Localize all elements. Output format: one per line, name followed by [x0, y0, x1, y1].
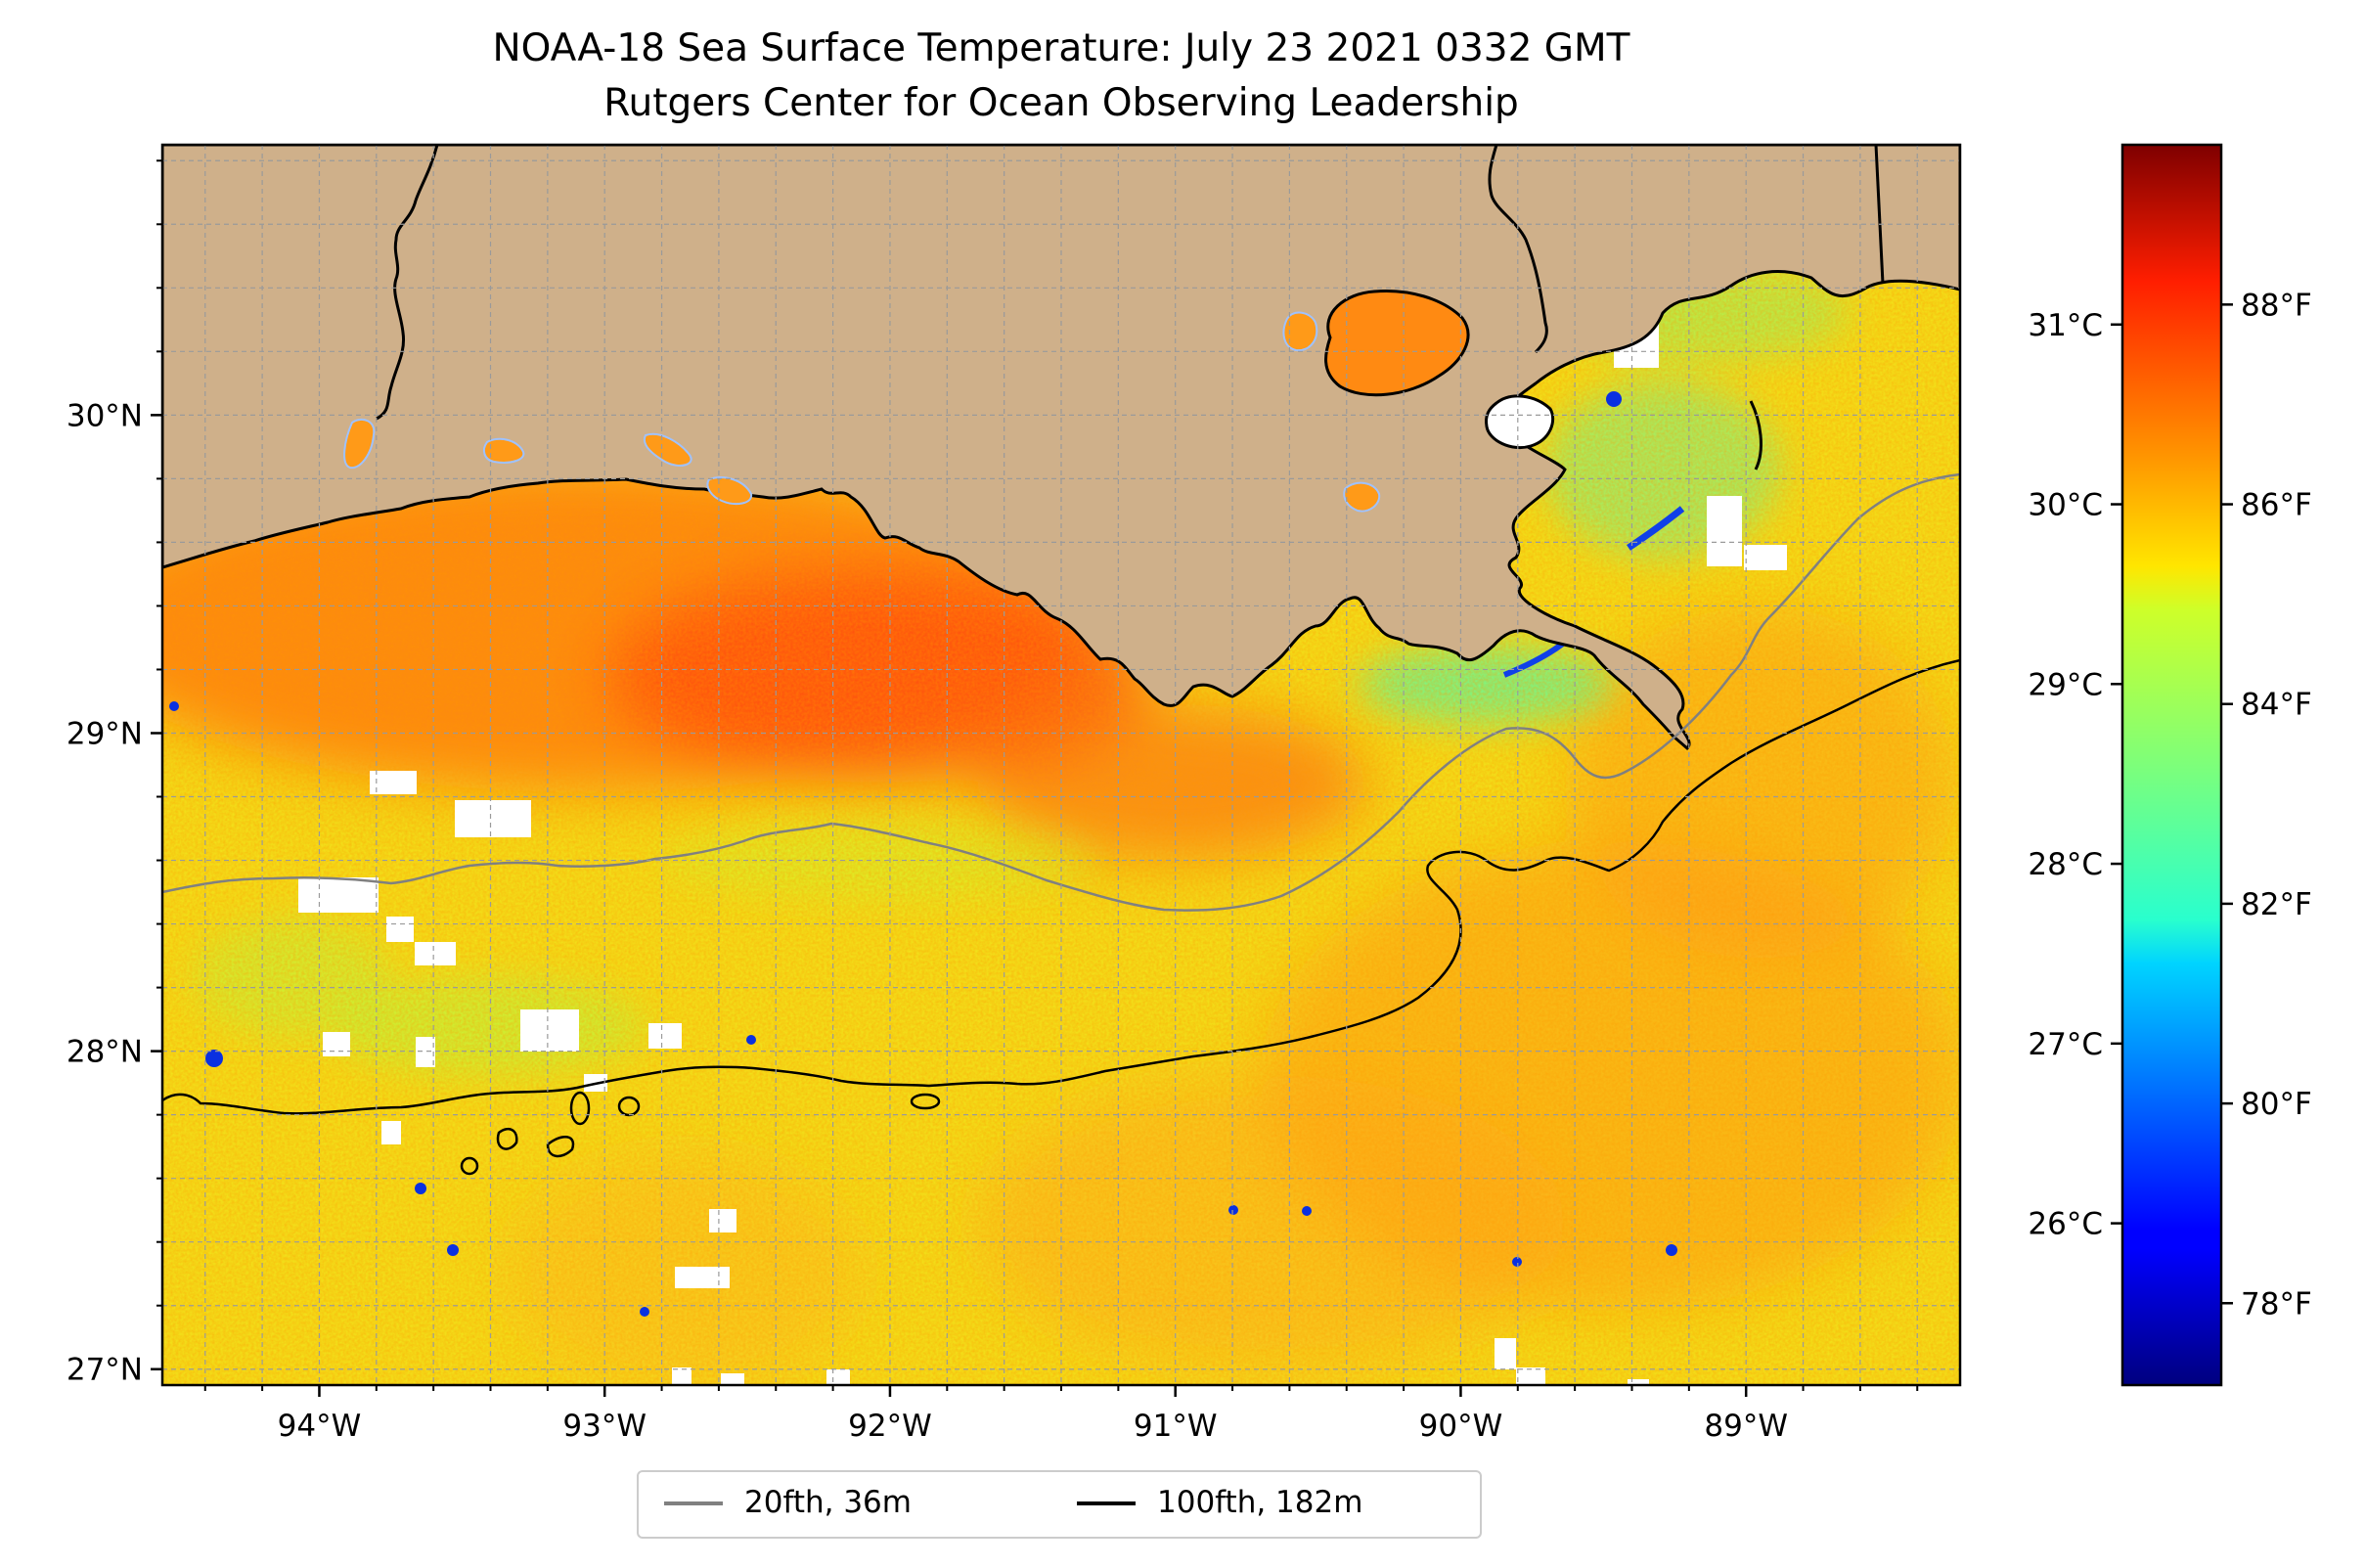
lon-tick-label: 90°W: [1419, 1409, 1503, 1444]
celsius-tick-label: 30°C: [2028, 488, 2103, 523]
lake: [343, 418, 376, 470]
fahrenheit-tick-label: 88°F: [2241, 288, 2312, 323]
state-boundary: [1488, 145, 1548, 354]
map-gridlines: [162, 145, 1960, 1385]
celsius-tick-label: 26°C: [2028, 1207, 2103, 1242]
lat-tick-label: 29°N: [67, 716, 143, 751]
lat-tick-label: 27°N: [67, 1353, 143, 1388]
chart-title: NOAA-18 Sea Surface Temperature: July 23…: [492, 26, 1630, 70]
lake: [643, 432, 692, 467]
lake: [1485, 394, 1555, 449]
legend-swatch-20fth: [664, 1501, 723, 1505]
lat-tick-label: 30°N: [67, 398, 143, 433]
longitude-axis: 94°W 93°W 92°W 91°W 90°W 89°W: [203, 1385, 1919, 1444]
celsius-tick-label: 28°C: [2028, 847, 2103, 882]
legend-item-100fth: 100fth, 182m: [1077, 1488, 1362, 1518]
state-boundary: [376, 145, 439, 421]
lon-tick-label: 94°W: [278, 1409, 362, 1444]
no-data-patches: [298, 323, 1787, 1385]
isobath-20fth: [162, 472, 1960, 912]
colorbar-celsius-axis: 26°C 27°C 28°C 29°C 30°C 31°C: [2028, 308, 2122, 1242]
lake: [1324, 289, 1470, 397]
fahrenheit-tick-label: 86°F: [2241, 488, 2312, 523]
lon-tick-label: 91°W: [1134, 1409, 1218, 1444]
shoreline-segment: [1749, 400, 1763, 470]
lon-tick-label: 92°W: [848, 1409, 932, 1444]
celsius-tick-label: 29°C: [2028, 667, 2103, 702]
fahrenheit-tick-label: 82°F: [2241, 887, 2312, 922]
colorbar: 26°C 27°C 28°C 29°C 30°C 31°C 78°F 80°F 82°F 84°…: [2028, 143, 2312, 1387]
chart-subtitle: Rutgers Center for Ocean Observing Leade…: [603, 81, 1519, 125]
legend: 20fth, 36m 100fth, 182m: [637, 1470, 1482, 1539]
lat-tick-label: 28°N: [67, 1035, 143, 1070]
fahrenheit-tick-label: 78°F: [2241, 1286, 2312, 1322]
isobath-100fth: [162, 658, 1960, 1115]
colorbar-frame: [2120, 143, 2223, 1387]
legend-swatch-100fth: [1077, 1501, 1136, 1505]
lake: [1343, 481, 1381, 513]
sst-map: [162, 145, 1960, 1385]
latitude-axis: 30°N 29°N 28°N 27°N: [67, 159, 162, 1388]
lake: [1282, 311, 1318, 352]
lake: [482, 437, 525, 464]
colorbar-gradient: [2122, 145, 2221, 1385]
lon-tick-label: 93°W: [562, 1409, 647, 1444]
fahrenheit-tick-label: 80°F: [2241, 1087, 2312, 1122]
fahrenheit-tick-label: 84°F: [2241, 688, 2312, 723]
state-boundary: [1874, 145, 1885, 285]
legend-label: 20fth, 36m: [744, 1485, 912, 1520]
legend-item-20fth: 20fth, 36m: [664, 1488, 912, 1518]
lon-tick-label: 89°W: [1704, 1409, 1788, 1444]
colorbar-fahrenheit-axis: 78°F 80°F 82°F 84°F 86°F 88°F: [2221, 288, 2312, 1322]
celsius-tick-label: 31°C: [2028, 308, 2103, 343]
celsius-tick-label: 27°C: [2028, 1027, 2103, 1062]
legend-label: 100fth, 182m: [1157, 1485, 1363, 1520]
